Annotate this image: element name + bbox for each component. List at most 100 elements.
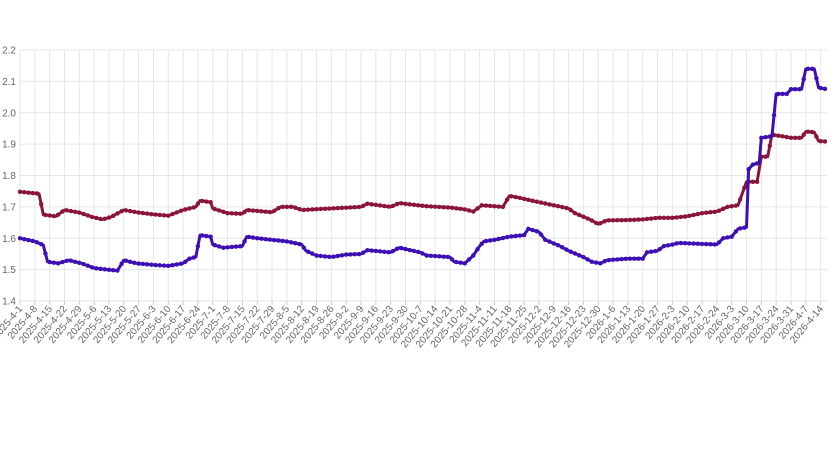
series-point-1: [805, 129, 811, 134]
series-point-2: [221, 245, 226, 250]
series-point-1: [212, 206, 218, 212]
series-point-2: [238, 244, 243, 249]
series-point-1: [26, 190, 31, 195]
series-point-2: [504, 234, 510, 240]
series-point-2: [60, 259, 65, 265]
series-point-2: [72, 259, 78, 264]
series-point-1: [687, 213, 692, 219]
series-point-2: [538, 232, 544, 237]
series-point-1: [428, 204, 434, 209]
series-point-2: [500, 235, 506, 241]
series-point-1: [704, 210, 709, 215]
series-point-1: [166, 213, 171, 218]
series-point-2: [572, 251, 578, 256]
series-point-1: [335, 205, 340, 211]
y-tick-label: 2.2: [2, 46, 16, 57]
series-point-2: [386, 249, 391, 255]
series-point-1: [161, 213, 167, 218]
series-point-1: [793, 135, 798, 141]
series-point-2: [530, 227, 535, 233]
series-point-1: [801, 132, 806, 137]
series-point-1: [195, 201, 201, 206]
series-point-1: [322, 206, 328, 211]
series-point-1: [157, 212, 162, 218]
series-point-1: [267, 209, 273, 215]
series-point-2: [793, 87, 798, 92]
series-point-1: [94, 215, 99, 221]
series-point-2: [47, 259, 52, 265]
series-point-2: [534, 229, 540, 234]
series-point-2: [547, 239, 552, 244]
series-point-1: [115, 211, 120, 216]
series-point-2: [293, 240, 298, 246]
series-point-1: [543, 201, 548, 206]
series-point-1: [416, 203, 421, 208]
series-point-2: [318, 253, 323, 259]
series-point-1: [178, 208, 184, 214]
series-point-2: [822, 86, 828, 92]
series-point-1: [458, 206, 463, 212]
y-tick-label: 2.1: [2, 77, 16, 88]
series-point-1: [560, 204, 565, 210]
series-point-1: [348, 205, 353, 210]
series-point-2: [233, 244, 239, 249]
series-point-2: [441, 254, 446, 259]
series-point-1: [407, 202, 412, 207]
series-point-1: [708, 210, 713, 215]
series-point-2: [352, 252, 357, 257]
series-point-2: [51, 260, 57, 265]
series-point-1: [619, 217, 624, 223]
series-point-1: [111, 213, 116, 218]
series-point-1: [602, 219, 607, 224]
series-point-2: [390, 248, 395, 254]
series-point-2: [564, 247, 569, 252]
series-point-1: [678, 214, 684, 220]
series-point-1: [695, 211, 700, 217]
series-point-1: [547, 202, 552, 207]
series-point-1: [437, 204, 442, 210]
series-point-2: [610, 257, 616, 262]
series-point-1: [585, 216, 590, 221]
y-tick-label: 1.7: [2, 202, 16, 213]
series-point-2: [585, 257, 590, 262]
series-point-1: [327, 206, 332, 211]
series-point-2: [68, 258, 74, 263]
series-point-2: [721, 236, 726, 241]
series-point-1: [136, 210, 141, 215]
series-point-1: [246, 208, 251, 213]
series-point-2: [437, 254, 442, 259]
series-point-2: [581, 254, 586, 260]
series-point-1: [149, 211, 154, 217]
series-point-1: [174, 210, 179, 215]
y-tick-label: 1.8: [2, 171, 16, 182]
series-point-1: [665, 215, 671, 221]
series-point-1: [369, 202, 374, 207]
series-point-1: [85, 213, 90, 218]
series-point-1: [471, 209, 476, 214]
series-point-2: [560, 245, 565, 250]
series-point-2: [360, 250, 366, 255]
series-point-2: [593, 260, 599, 265]
x-axis-ticks: 2025-4-12025-4-82025-4-152025-4-222025-4…: [0, 304, 826, 351]
series-point-1: [153, 212, 158, 217]
series-point-2: [64, 258, 69, 264]
series-point-2: [640, 256, 645, 261]
series-point-1: [318, 206, 323, 212]
series-point-2: [30, 238, 35, 244]
series-line-1: [19, 130, 828, 226]
series-point-1: [382, 203, 387, 209]
series-point-2: [619, 256, 624, 262]
series-point-2: [178, 261, 184, 266]
series-point-2: [305, 249, 311, 254]
series-point-2: [759, 135, 764, 141]
series-point-1: [305, 207, 311, 212]
series-point-2: [602, 259, 607, 264]
series-point-2: [26, 237, 31, 243]
series-point-1: [229, 211, 235, 216]
y-tick-label: 1.9: [2, 140, 16, 151]
series-point-2: [208, 234, 213, 239]
series-point-2: [725, 235, 730, 240]
series-point-1: [386, 204, 391, 209]
series-point-1: [555, 204, 561, 209]
series-point-1: [233, 211, 239, 216]
